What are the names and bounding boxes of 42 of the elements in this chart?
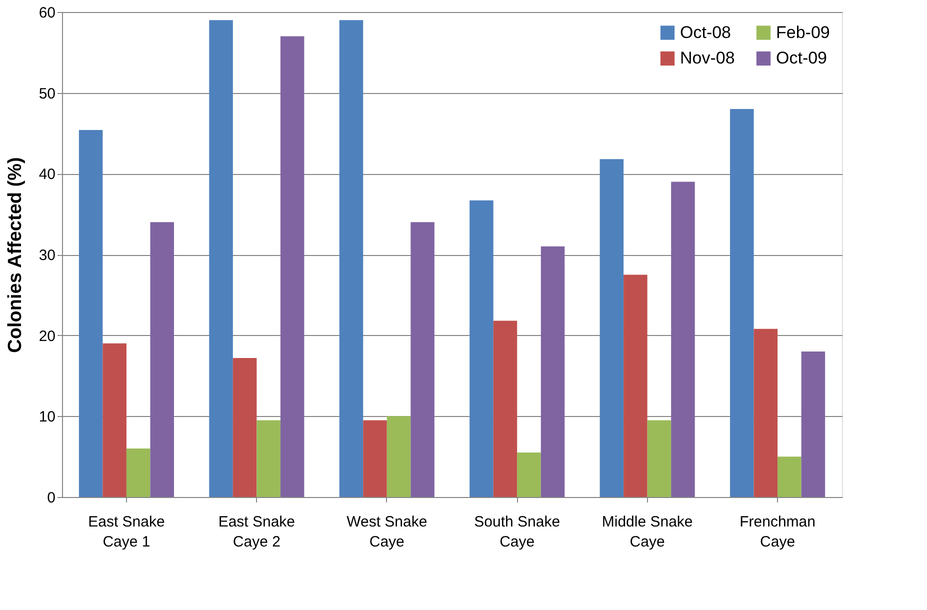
- bar: [339, 20, 364, 497]
- x-tick-label: East Snake Caye 1: [88, 514, 165, 550]
- bar: [517, 452, 541, 497]
- bar: [102, 343, 126, 497]
- bar: [493, 320, 518, 497]
- bar: [256, 420, 280, 497]
- bar: [754, 328, 778, 497]
- bar: [600, 159, 624, 497]
- bar: [540, 246, 565, 497]
- bar: [410, 222, 434, 497]
- legend-label: Feb-09: [776, 22, 830, 42]
- bar: [209, 20, 233, 497]
- bar: [801, 352, 826, 497]
- bar: [624, 274, 648, 497]
- bar: [150, 222, 174, 497]
- bar: [730, 109, 754, 497]
- y-tick-label: 20: [38, 328, 56, 345]
- y-tick-label: 10: [38, 408, 56, 426]
- bar: [126, 448, 150, 497]
- y-tick-label: 60: [38, 4, 56, 22]
- bar: [280, 36, 304, 497]
- bar: [647, 420, 672, 497]
- y-tick-label: 0: [47, 490, 56, 506]
- x-tick-label: South Snake Caye: [474, 514, 560, 550]
- bar: [671, 182, 695, 497]
- bar: [78, 130, 103, 497]
- bar: [470, 200, 494, 497]
- bar: [778, 456, 802, 497]
- x-tick-label: West Snake Caye: [346, 514, 428, 550]
- legend-label: Nov-08: [680, 48, 735, 68]
- y-tick-label: 50: [38, 85, 56, 102]
- y-axis-title: Colonies Affected (%): [4, 157, 26, 353]
- bar: [232, 358, 257, 497]
- x-tick-label: Frenchman Caye: [740, 514, 816, 550]
- bar: [386, 416, 411, 497]
- y-tick-label: 30: [38, 247, 56, 264]
- x-tick-label: East Snake Caye 2: [218, 514, 296, 550]
- y-tick-label: 40: [38, 166, 56, 184]
- legend-label: Oct-09: [776, 48, 828, 68]
- legend-label: Oct-08: [680, 22, 732, 42]
- x-tick-label: Middle Snake Caye: [602, 514, 693, 550]
- bar: [363, 420, 387, 497]
